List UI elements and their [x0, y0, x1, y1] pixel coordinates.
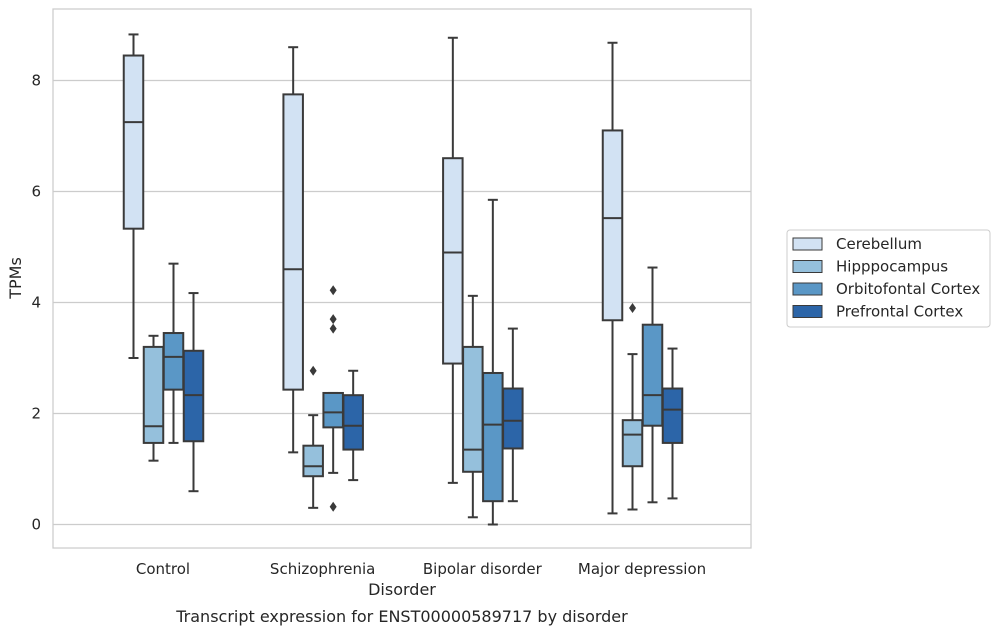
y-tick-label: 8: [31, 72, 41, 90]
outlier-point: [309, 365, 317, 376]
box-1-1: [302, 365, 324, 509]
box-2-2: [482, 198, 504, 526]
box-iqr: [621, 419, 644, 468]
box-iqr: [502, 387, 524, 450]
box-1-0: [282, 46, 304, 454]
y-tick-label: 0: [31, 516, 41, 534]
box-iqr: [482, 371, 504, 503]
legend-swatch: [792, 260, 823, 273]
y-tick-label: 6: [31, 183, 41, 201]
x-tick-labels: Control Schizophrenia Bipolar disorder Majo…: [136, 560, 706, 578]
x-tick-label: Major depression: [578, 560, 706, 578]
outlier-point: [329, 323, 337, 334]
x-tick-label: Control: [136, 560, 190, 578]
box-0-1: [142, 334, 165, 462]
legend: Cerebellum Hipppocampus Orbitofontal Corte…: [786, 229, 991, 328]
box-iqr: [342, 394, 364, 451]
legend-frame: [786, 229, 991, 328]
box-iqr: [162, 332, 185, 391]
box-iqr: [601, 129, 624, 322]
box-3-3: [661, 347, 684, 500]
box-iqr: [122, 54, 145, 230]
box-iqr: [302, 444, 324, 478]
legend-label: Cerebellum: [836, 235, 922, 253]
box-0-0: [122, 33, 145, 359]
box-1-3: [342, 369, 364, 482]
box-3-0: [601, 41, 624, 515]
chart-title: Transcript expression for ENST0000058971…: [175, 607, 628, 626]
legend-label: Prefrontal Cortex: [836, 303, 963, 321]
box-2-0: [442, 36, 464, 484]
box-0-2: [162, 262, 185, 444]
y-axis-label: TPMs: [6, 257, 25, 300]
x-tick-label: Schizophrenia: [270, 560, 375, 578]
box-iqr: [661, 387, 684, 444]
box-2-1: [462, 294, 484, 519]
outlier-point: [629, 303, 637, 314]
y-tick-labels: 0 2 4 6 8: [31, 72, 41, 534]
plot-frame: [52, 8, 752, 549]
box-iqr: [282, 93, 304, 391]
legend-label: Orbitofontal Cortex: [836, 280, 980, 298]
y-tick-label: 4: [31, 294, 41, 312]
box-iqr: [462, 345, 484, 473]
box-iqr: [442, 157, 464, 365]
outlier-point: [329, 285, 337, 296]
box-iqr: [142, 345, 165, 444]
y-tick-label: 2: [31, 405, 41, 423]
box-iqr: [322, 391, 344, 429]
legend-swatch: [792, 237, 823, 251]
boxes-layer: [122, 33, 684, 526]
outlier-point: [329, 314, 337, 325]
x-axis-label: Disorder: [368, 580, 436, 599]
x-tick-label: Bipolar disorder: [423, 560, 543, 578]
legend-swatch: [792, 305, 823, 318]
box-1-2: [322, 285, 344, 512]
box-3-2: [641, 266, 664, 504]
box-iqr: [641, 323, 664, 427]
legend-label: Hipppocampus: [836, 258, 948, 276]
box-0-3: [182, 292, 205, 493]
box-2-3: [502, 327, 524, 503]
legend-swatch: [792, 282, 823, 296]
outlier-point: [329, 501, 337, 512]
box-3-1: [621, 303, 644, 511]
grid-lines: [53, 79, 751, 526]
